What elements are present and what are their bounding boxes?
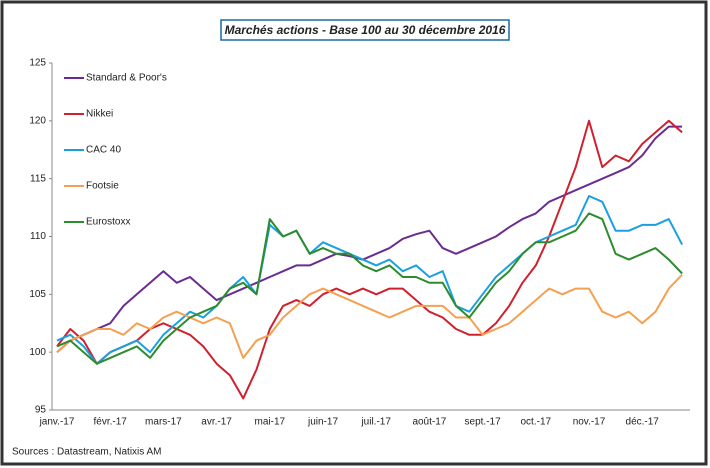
y-tick-label: 115 [30,173,46,184]
x-tick-label: juin-17 [307,417,338,428]
source: Sources : Datastream, Natixis AM [12,447,162,458]
x-tick-label: avr.-17 [201,417,232,428]
title-box [220,19,510,41]
legend-label: CAC 40 [86,145,121,156]
y-tick-label: 110 [30,231,46,242]
line-series [56,125,683,353]
line-series [56,119,683,400]
x-tick-label: janv.-17 [39,417,75,428]
y-tick-label: 105 [29,289,46,300]
x-tick-label: déc.-17 [626,417,660,428]
legend-label: Footsie [86,181,119,192]
x-tick-label: févr.-17 [94,417,128,428]
x-tick-label: juil.-17 [360,417,391,428]
chart-title: Marchés actions - Base 100 au 30 décembr… [225,23,506,37]
legend-label: Standard & Poor's [86,73,167,84]
line-series [56,195,683,365]
y-tick-label: 120 [29,115,46,126]
y-tick-label: 125 [29,58,46,69]
x-tick-label: mars-17 [145,417,182,428]
y-tick-label: 95 [35,405,47,416]
legend-label: Nikkei [86,109,113,120]
x-tick-label: sept.-17 [465,417,502,428]
line-series [56,212,683,365]
x-tick-label: oct.-17 [521,417,552,428]
line-series [56,274,683,359]
y-tick-label: 100 [29,347,46,358]
x-tick-label: août-17 [412,417,446,428]
x-tick-label: mai-17 [255,417,286,428]
legend-label: Eurostoxx [86,217,130,228]
x-tick-label: nov.-17 [573,417,606,428]
